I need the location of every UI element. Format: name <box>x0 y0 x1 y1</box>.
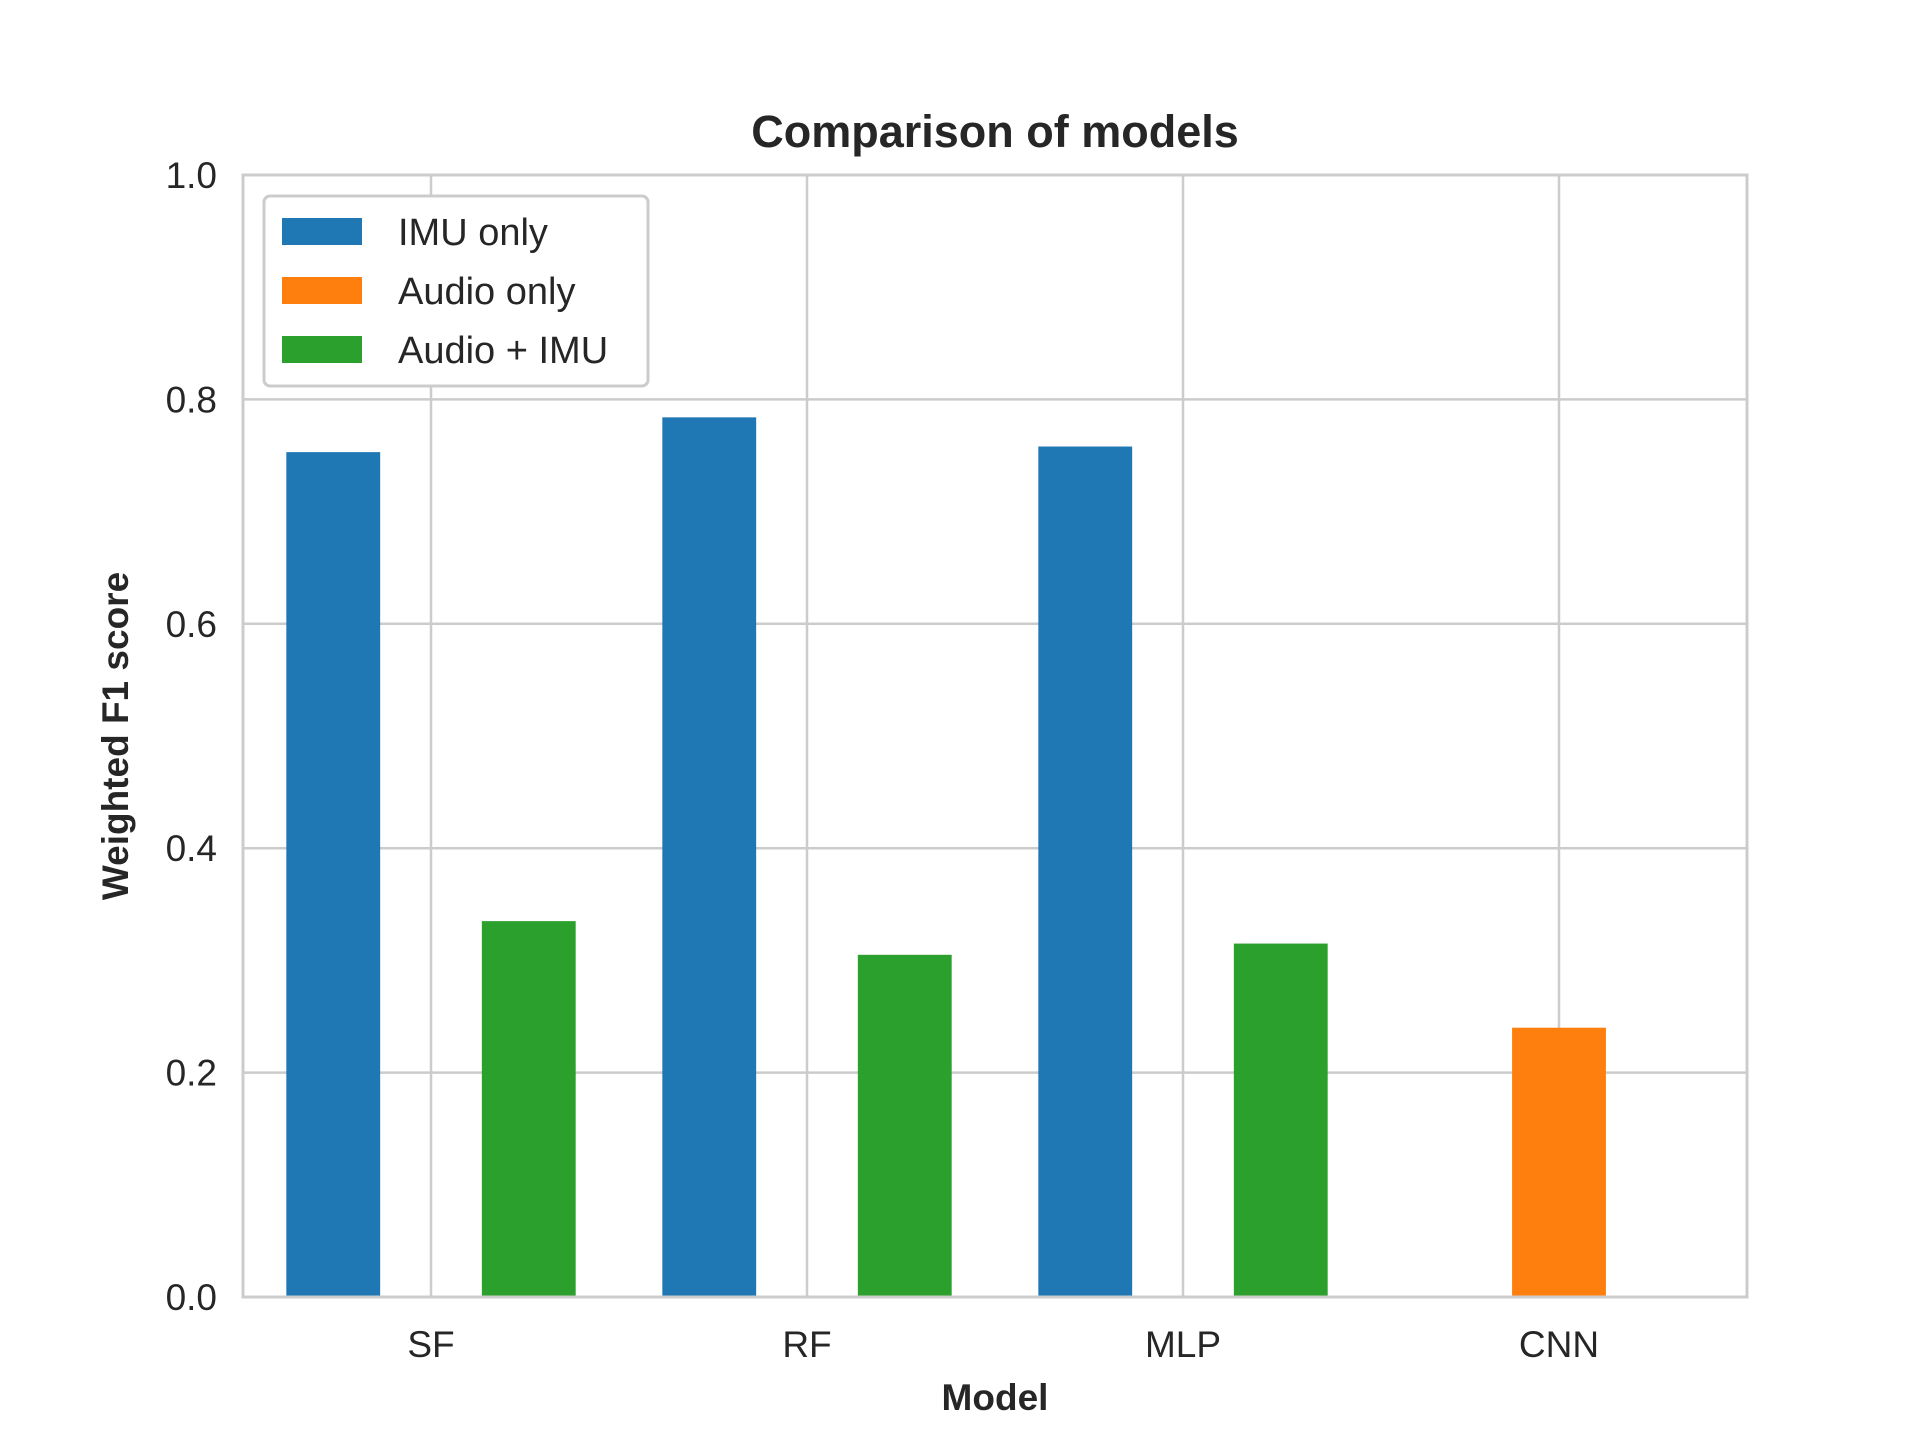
bar <box>1038 446 1133 1297</box>
bar <box>1512 1027 1606 1297</box>
bar <box>286 452 381 1297</box>
legend-swatch <box>282 218 362 245</box>
legend: IMU only Audio only Audio + IMU <box>262 194 650 388</box>
x-tick-labels: SF RF MLP CNN <box>407 1324 1599 1365</box>
y-tick-labels: 0.0 0.2 0.4 0.6 0.8 1.0 <box>166 155 217 1318</box>
y-tick-label: 0.0 <box>166 1277 217 1318</box>
chart-title: Comparison of models <box>751 106 1239 157</box>
legend-label: Audio + IMU <box>398 330 608 372</box>
legend-label: IMU only <box>398 212 548 254</box>
bars <box>286 417 1606 1297</box>
legend-swatch <box>282 277 362 304</box>
x-tick-label: CNN <box>1519 1324 1599 1365</box>
bar <box>662 417 757 1297</box>
y-tick-label: 0.6 <box>166 604 217 645</box>
bar <box>1233 943 1328 1297</box>
y-tick-label: 0.8 <box>166 379 217 420</box>
legend-swatch <box>282 336 362 363</box>
x-tick-label: SF <box>407 1324 454 1365</box>
bar <box>481 921 576 1297</box>
bar <box>857 954 952 1297</box>
plot-frame <box>241 173 1749 1299</box>
legend-label: Audio only <box>398 271 575 313</box>
y-axis-label: Weighted F1 score <box>95 572 136 900</box>
x-tick-label: RF <box>782 1324 831 1365</box>
y-tick-label: 1.0 <box>166 155 217 196</box>
x-axis-label: Model <box>942 1377 1049 1418</box>
y-tick-label: 0.2 <box>166 1053 217 1094</box>
y-tick-label: 0.4 <box>166 828 217 869</box>
x-tick-label: MLP <box>1145 1324 1221 1365</box>
